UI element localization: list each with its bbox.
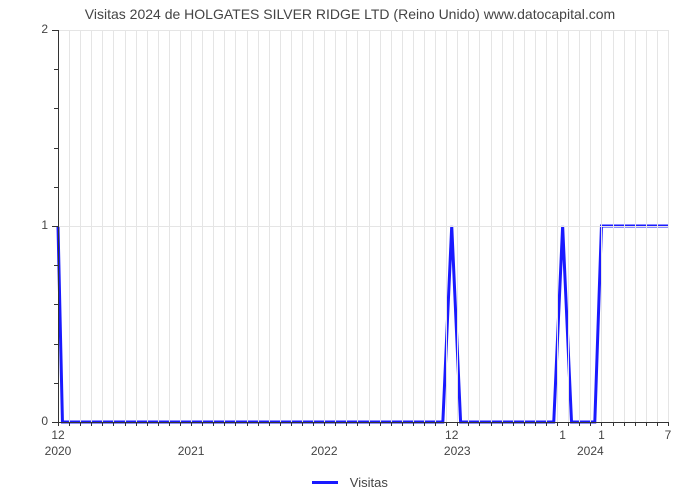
visits-polyline — [58, 226, 668, 422]
gridline-vertical — [258, 30, 259, 422]
gridline-vertical — [324, 30, 325, 422]
x-data-tick-label: 1 — [598, 428, 605, 442]
gridline-vertical — [125, 30, 126, 422]
gridline-vertical — [491, 30, 492, 422]
gridline-vertical — [335, 30, 336, 422]
gridline-vertical — [224, 30, 225, 422]
gridline-vertical — [247, 30, 248, 422]
gridline-vertical — [657, 30, 658, 422]
gridline-vertical — [579, 30, 580, 422]
gridline-vertical — [202, 30, 203, 422]
x-data-tick-label: 12 — [445, 428, 458, 442]
ytick-label: 2 — [18, 22, 48, 36]
ytick-label: 0 — [18, 414, 48, 428]
legend-label: Visitas — [350, 475, 388, 490]
x-axis-line — [58, 422, 668, 423]
x-year-label: 2020 — [45, 444, 72, 458]
gridline-vertical — [158, 30, 159, 422]
gridline-vertical — [668, 30, 669, 422]
y-axis-line — [58, 30, 59, 422]
gridline-vertical — [468, 30, 469, 422]
gridline-horizontal — [58, 226, 668, 227]
gridline-vertical — [635, 30, 636, 422]
gridline-vertical — [624, 30, 625, 422]
gridline-vertical — [291, 30, 292, 422]
gridline-vertical — [136, 30, 137, 422]
gridline-vertical — [169, 30, 170, 422]
gridline-vertical — [513, 30, 514, 422]
gridline-vertical — [479, 30, 480, 422]
gridline-vertical — [435, 30, 436, 422]
gridline-vertical — [213, 30, 214, 422]
gridline-vertical — [557, 30, 558, 422]
gridline-vertical — [524, 30, 525, 422]
gridline-vertical — [646, 30, 647, 422]
gridline-vertical — [380, 30, 381, 422]
gridline-vertical — [91, 30, 92, 422]
gridline-vertical — [346, 30, 347, 422]
gridline-vertical — [590, 30, 591, 422]
gridline-vertical — [457, 30, 458, 422]
x-year-label: 2022 — [311, 444, 338, 458]
gridline-vertical — [357, 30, 358, 422]
gridline-vertical — [568, 30, 569, 422]
gridline-vertical — [535, 30, 536, 422]
gridline-vertical — [80, 30, 81, 422]
gridline-vertical — [546, 30, 547, 422]
gridline-vertical — [180, 30, 181, 422]
plot-area — [58, 30, 668, 422]
gridline-vertical — [69, 30, 70, 422]
x-year-label: 2024 — [577, 444, 604, 458]
legend-swatch — [312, 481, 338, 484]
gridline-vertical — [313, 30, 314, 422]
gridline-vertical — [613, 30, 614, 422]
gridline-vertical — [413, 30, 414, 422]
chart-title: Visitas 2024 de HOLGATES SILVER RIDGE LT… — [0, 6, 700, 22]
gridline-horizontal — [58, 30, 668, 31]
x-year-label: 2023 — [444, 444, 471, 458]
x-year-label: 2021 — [178, 444, 205, 458]
gridline-vertical — [102, 30, 103, 422]
gridline-vertical — [402, 30, 403, 422]
gridline-vertical — [391, 30, 392, 422]
gridline-vertical — [601, 30, 602, 422]
visits-chart: Visitas 2024 de HOLGATES SILVER RIDGE LT… — [0, 0, 700, 500]
x-data-tick-label: 12 — [51, 428, 64, 442]
gridline-vertical — [147, 30, 148, 422]
gridline-vertical — [424, 30, 425, 422]
gridline-vertical — [369, 30, 370, 422]
gridline-vertical — [302, 30, 303, 422]
gridline-vertical — [269, 30, 270, 422]
gridline-vertical — [191, 30, 192, 422]
ytick-label: 1 — [18, 218, 48, 232]
x-data-tick-label: 1 — [559, 428, 566, 442]
gridline-vertical — [280, 30, 281, 422]
legend: Visitas — [0, 474, 700, 490]
gridline-vertical — [235, 30, 236, 422]
x-data-tick-label: 7 — [665, 428, 672, 442]
gridline-vertical — [113, 30, 114, 422]
gridline-vertical — [446, 30, 447, 422]
xtick-mark — [668, 422, 669, 426]
gridline-vertical — [502, 30, 503, 422]
